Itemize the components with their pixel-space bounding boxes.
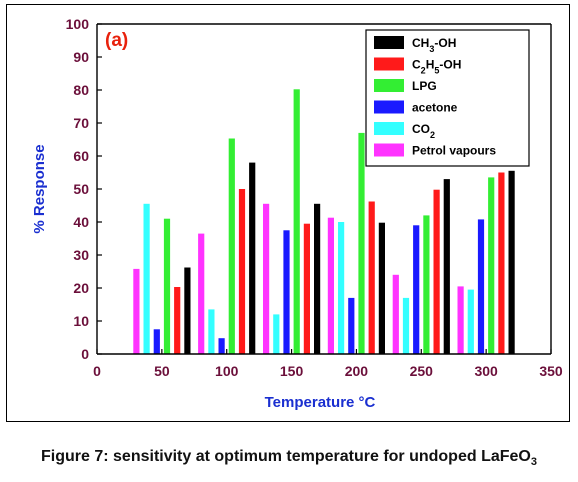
- bar-ch3-oh-150: [314, 203, 321, 354]
- y-axis-title: % Response: [31, 144, 48, 233]
- legend-swatch-c2h5-oh: [374, 57, 404, 71]
- y-tick-label-10: 10: [73, 313, 89, 329]
- y-tick-label-50: 50: [73, 181, 89, 197]
- caption-text: Figure 7: sensitivity at optimum tempera…: [41, 448, 531, 465]
- legend-label-co2: CO2: [412, 122, 435, 140]
- x-tick-label-50: 50: [154, 363, 170, 379]
- bar-ch3-oh-50: [184, 267, 191, 354]
- bar-acetone-100: [218, 338, 225, 354]
- bar-ch3-oh-300: [508, 170, 515, 354]
- bar-c2h5-oh-150: [303, 223, 310, 354]
- legend-swatch-co2: [374, 122, 404, 135]
- bar-co2-300: [467, 289, 474, 354]
- bar-c2h5-oh-100: [238, 189, 246, 354]
- bar-petrol-vapours-250: [392, 274, 399, 354]
- bar-lpg-150: [293, 89, 300, 355]
- legend-swatch-petrol-vapours: [374, 143, 404, 157]
- legend-label-c2h5-oh: C2H5-OH: [412, 58, 461, 76]
- bar-c2h5-oh-300: [498, 172, 505, 354]
- bar-co2-200: [338, 222, 345, 354]
- legend-label-ch3-oh: CH3-OH: [412, 36, 456, 54]
- legend: CH3-OH C2H5-OH LPG acetone CO2 Petrol vapours: [365, 29, 530, 167]
- bar-lpg-250: [423, 215, 430, 354]
- bar-petrol-vapours-300: [457, 286, 464, 354]
- y-tick-label-40: 40: [73, 214, 89, 230]
- y-tick-label-60: 60: [73, 148, 89, 164]
- bar-ch3-oh-250: [443, 179, 450, 354]
- y-tick-label-0: 0: [81, 346, 89, 362]
- y-tick-label-100: 100: [66, 16, 90, 32]
- panel-label: (a): [105, 30, 128, 51]
- figure-caption: Figure 7: sensitivity at optimum tempera…: [0, 448, 578, 468]
- y-tick-label-70: 70: [73, 115, 89, 131]
- x-tick-label-350: 350: [539, 363, 563, 379]
- x-tick-label-0: 0: [93, 363, 101, 379]
- x-tick-label-150: 150: [280, 363, 304, 379]
- legend-swatch-lpg: [374, 79, 404, 92]
- bar-c2h5-oh-50: [174, 287, 181, 354]
- x-tick-label-250: 250: [410, 363, 434, 379]
- bar-petrol-vapours-200: [327, 217, 334, 354]
- bar-petrol-vapours-150: [263, 203, 270, 354]
- bars-group: [133, 89, 515, 355]
- legend-label-acetone: acetone: [412, 101, 458, 115]
- bar-ch3-oh-100: [249, 162, 256, 354]
- bar-lpg-300: [488, 177, 495, 354]
- bar-lpg-50: [163, 218, 171, 354]
- response-bar-chart: 0 10 20 30 40 50 60 70 80 90 100 0 50 100 150 200 250 300…: [31, 16, 563, 411]
- y-tick-label-80: 80: [73, 82, 89, 98]
- legend-label-petrol-vapours: Petrol vapours: [412, 144, 496, 158]
- bar-co2-50: [143, 203, 150, 354]
- y-tick-label-30: 30: [73, 247, 89, 263]
- bar-c2h5-oh-250: [433, 189, 440, 354]
- bar-co2-150: [273, 314, 280, 354]
- figure-frame: [6, 4, 570, 422]
- x-tick-label-100: 100: [215, 363, 239, 379]
- bar-lpg-100: [228, 138, 235, 354]
- bar-ch3-oh-200: [378, 222, 385, 354]
- bar-acetone-50: [153, 329, 160, 355]
- bar-acetone-150: [283, 230, 290, 355]
- legend-swatch-acetone: [374, 100, 404, 114]
- y-tick-label-90: 90: [73, 49, 89, 65]
- legend-box: [365, 29, 530, 167]
- bar-petrol-vapours-100: [198, 233, 205, 354]
- bar-lpg-200: [358, 132, 365, 354]
- y-tick-label-20: 20: [73, 280, 89, 296]
- bar-petrol-vapours-50: [133, 268, 140, 354]
- bar-acetone-250: [413, 225, 420, 354]
- x-tick-label-200: 200: [345, 363, 369, 379]
- x-axis-title: Temperature °C: [265, 394, 376, 411]
- bar-acetone-200: [348, 297, 355, 354]
- axes-group: 0 10 20 30 40 50 60 70 80 90 100 0 50 100 150 200 250 300…: [66, 16, 563, 379]
- bar-co2-250: [402, 297, 410, 354]
- caption-subscript: 3: [530, 456, 537, 469]
- bar-co2-100: [208, 309, 215, 354]
- legend-swatch-ch3-oh: [374, 36, 404, 49]
- legend-label-lpg: LPG: [412, 79, 437, 93]
- bar-c2h5-oh-200: [368, 201, 375, 354]
- x-tick-label-300: 300: [474, 363, 498, 379]
- bar-acetone-300: [477, 219, 485, 354]
